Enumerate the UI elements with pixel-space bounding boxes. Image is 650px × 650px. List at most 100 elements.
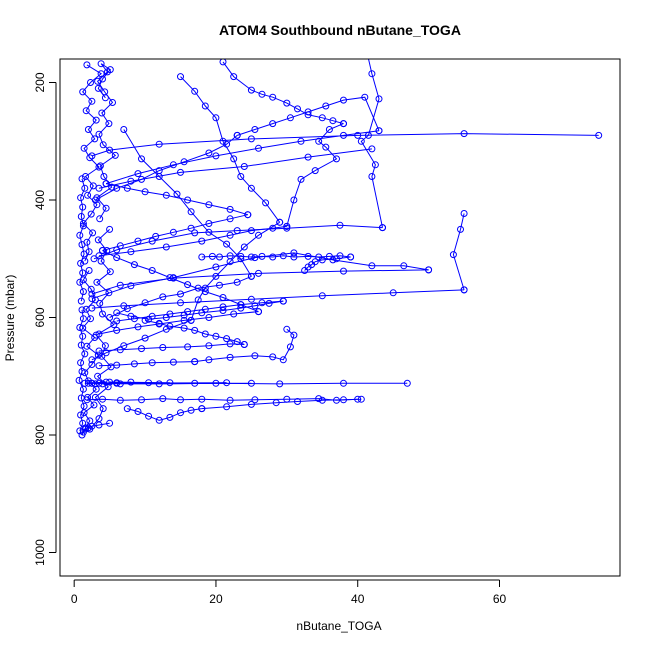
data-point bbox=[169, 358, 177, 366]
data-point bbox=[84, 126, 92, 133]
data-point bbox=[177, 290, 184, 298]
data-point bbox=[177, 409, 184, 417]
data-point bbox=[77, 359, 85, 367]
data-point bbox=[201, 102, 209, 110]
data-point bbox=[208, 252, 216, 260]
data-point bbox=[191, 358, 199, 366]
data-point bbox=[94, 372, 102, 380]
data-point bbox=[403, 379, 411, 387]
data-point bbox=[106, 419, 114, 427]
data-point bbox=[297, 137, 305, 145]
data-point bbox=[223, 379, 231, 387]
data-point bbox=[113, 184, 121, 192]
series-line bbox=[91, 382, 408, 385]
data-point bbox=[166, 274, 174, 282]
data-point bbox=[79, 88, 87, 96]
data-point bbox=[184, 343, 192, 351]
data-point bbox=[134, 170, 142, 178]
data-point bbox=[304, 252, 312, 260]
data-point bbox=[347, 253, 355, 261]
data-point bbox=[283, 325, 291, 333]
data-point bbox=[368, 70, 376, 78]
data-point bbox=[134, 237, 142, 245]
series-line bbox=[98, 148, 372, 189]
data-point bbox=[219, 303, 227, 311]
data-point bbox=[247, 400, 255, 408]
data-point bbox=[95, 163, 103, 171]
data-point bbox=[127, 282, 135, 290]
data-point bbox=[93, 201, 101, 209]
data-point bbox=[230, 310, 238, 318]
data-point bbox=[113, 317, 121, 325]
data-point bbox=[159, 395, 167, 403]
data-point bbox=[96, 162, 104, 170]
data-point bbox=[90, 255, 98, 263]
x-tick-label: 20 bbox=[209, 592, 223, 606]
data-point bbox=[354, 131, 362, 139]
data-point bbox=[99, 395, 106, 403]
data-point bbox=[226, 205, 234, 213]
data-point bbox=[368, 145, 376, 153]
data-point bbox=[84, 379, 92, 387]
data-point bbox=[389, 289, 397, 297]
data-point bbox=[130, 360, 138, 368]
data-point bbox=[276, 380, 284, 388]
data-point bbox=[100, 173, 108, 180]
data-point bbox=[449, 251, 457, 259]
data-point bbox=[134, 323, 142, 331]
data-point bbox=[283, 222, 291, 230]
data-point bbox=[99, 405, 107, 413]
data-point bbox=[212, 332, 220, 340]
data-point bbox=[205, 201, 213, 209]
data-point bbox=[322, 143, 330, 151]
data-point bbox=[138, 175, 145, 183]
plot-frame bbox=[59, 58, 621, 577]
data-point bbox=[258, 252, 266, 260]
data-point bbox=[226, 353, 234, 361]
data-point bbox=[212, 272, 220, 280]
data-point bbox=[88, 152, 96, 160]
data-point bbox=[81, 350, 89, 358]
data-point bbox=[120, 126, 128, 133]
data-point bbox=[294, 398, 301, 405]
data-point bbox=[247, 227, 255, 235]
data-point bbox=[223, 403, 231, 411]
data-point bbox=[187, 224, 195, 232]
data-point bbox=[77, 341, 85, 349]
data-point bbox=[315, 137, 323, 145]
data-point bbox=[116, 242, 124, 250]
data-point bbox=[375, 95, 383, 103]
data-point bbox=[269, 120, 277, 128]
data-point bbox=[116, 380, 124, 388]
data-point bbox=[290, 249, 298, 257]
data-point bbox=[138, 396, 145, 404]
data-point bbox=[166, 413, 174, 421]
data-point bbox=[251, 396, 259, 404]
data-point bbox=[141, 334, 149, 342]
data-point bbox=[113, 254, 121, 262]
data-point bbox=[355, 9, 361, 15]
data-point bbox=[79, 428, 87, 436]
data-point bbox=[106, 146, 114, 154]
data-point bbox=[340, 267, 347, 275]
data-point bbox=[336, 221, 344, 229]
data-point bbox=[102, 180, 110, 188]
data-point bbox=[159, 344, 167, 351]
data-point bbox=[191, 87, 199, 95]
data-point bbox=[116, 346, 124, 354]
y-axis-label: Pressure (mbar) bbox=[3, 275, 17, 362]
data-point bbox=[247, 272, 255, 280]
data-point bbox=[400, 262, 408, 270]
data-point bbox=[173, 190, 181, 198]
series-line bbox=[222, 61, 344, 125]
data-point bbox=[368, 262, 376, 270]
data-point bbox=[595, 131, 603, 139]
data-point bbox=[88, 422, 96, 430]
data-point bbox=[145, 379, 153, 387]
data-point bbox=[212, 263, 220, 271]
series-line bbox=[452, 213, 465, 291]
data-point bbox=[340, 131, 347, 139]
data-point bbox=[318, 396, 326, 404]
data-point bbox=[226, 340, 234, 348]
